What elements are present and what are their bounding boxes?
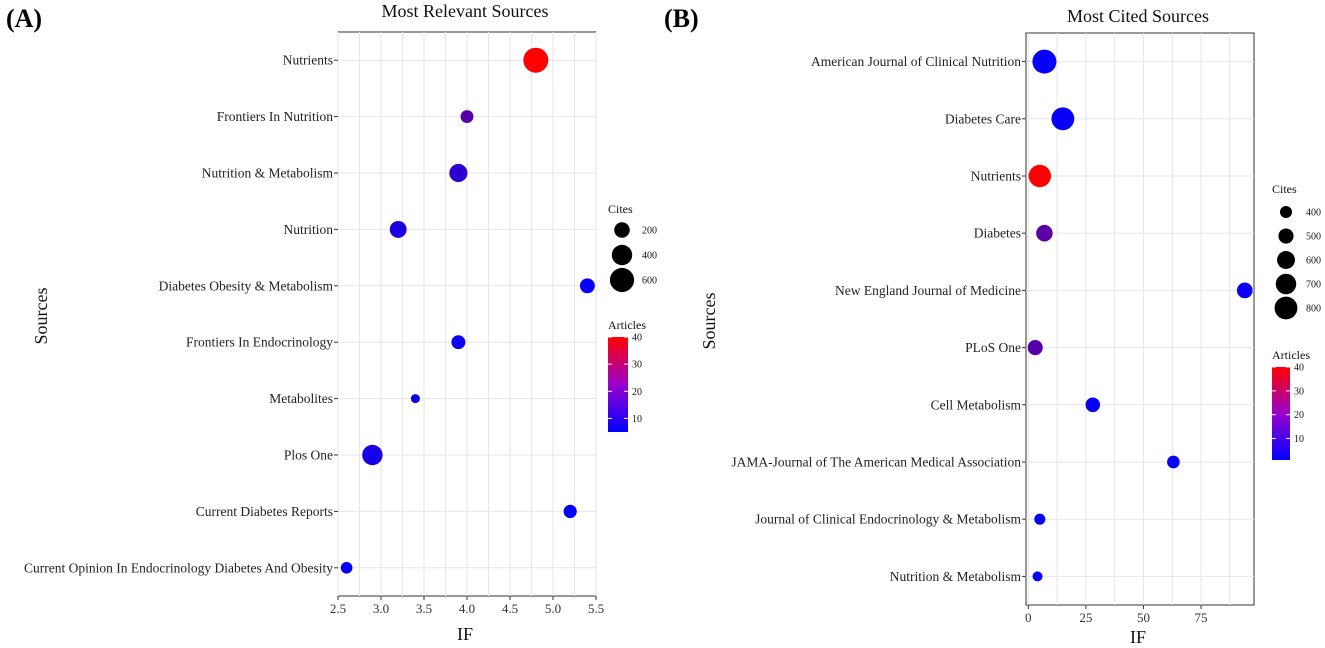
color-bar (608, 337, 628, 432)
data-point (1032, 49, 1057, 74)
category-label: Metabolites (269, 391, 333, 406)
size-legend-circle (1277, 251, 1295, 269)
data-point (362, 444, 383, 466)
size-legend-label: 500 (1306, 232, 1321, 243)
data-point (579, 278, 595, 294)
chart-title-b: Most Cited Sources (1067, 6, 1209, 26)
data-point (1028, 164, 1052, 188)
x-tick-label: 2.5 (330, 601, 346, 616)
category-label: Frontiers In Endocrinology (186, 335, 333, 350)
panel-label-a: (A) (6, 4, 42, 33)
data-point (410, 394, 420, 404)
data-point (1167, 455, 1180, 469)
x-tick-label: 4.0 (459, 601, 475, 616)
y-axis-title-a: Sources (31, 288, 51, 345)
y-axis-title-b: Sources (699, 293, 719, 350)
color-bar-label: 30 (1294, 386, 1304, 397)
size-legend-circle (1274, 296, 1298, 320)
size-legend-circle (1278, 228, 1294, 244)
data-point (563, 504, 577, 519)
size-legend-title-b: Cites (1272, 182, 1297, 196)
color-legend-title-b: Articles (1272, 348, 1310, 362)
category-label: Journal of Clinical Endocrinology & Meta… (755, 512, 1021, 527)
data-point (389, 220, 407, 238)
x-tick-label: 5.5 (588, 601, 604, 616)
size-legend-label: 400 (642, 251, 657, 262)
color-bar-label: 40 (1294, 363, 1304, 374)
size-legend-title-a: Cites (608, 202, 633, 216)
color-bar-label: 20 (632, 387, 642, 398)
color-bar-label: 10 (632, 414, 642, 425)
category-label: American Journal of Clinical Nutrition (811, 54, 1021, 69)
color-bar-label: 40 (632, 333, 642, 344)
category-label: Diabetes (974, 226, 1021, 241)
data-point (340, 561, 353, 574)
size-legend-label: 800 (1306, 304, 1321, 315)
data-point (449, 163, 468, 183)
size-legend-circle (611, 244, 633, 266)
size-legend-label: 200 (642, 226, 657, 237)
panel-b: (B) Most Cited Sources IF Sources Cites … (664, 4, 1321, 647)
category-label: Plos One (284, 448, 333, 463)
category-label: Current Diabetes Reports (196, 504, 333, 519)
category-label: Diabetes Care (945, 111, 1021, 126)
x-tick-label: 4.5 (502, 601, 518, 616)
x-tick-label: 75 (1195, 610, 1208, 625)
category-label: PLoS One (965, 340, 1021, 355)
data-point (1085, 397, 1101, 413)
data-point (1236, 282, 1253, 299)
size-legend-label: 400 (1306, 208, 1321, 219)
size-legend-circle (1275, 273, 1297, 295)
size-legend-label: 700 (1306, 280, 1321, 291)
color-bar-label: 10 (1294, 434, 1304, 445)
data-point (1051, 107, 1075, 131)
category-label: Nutrition & Metabolism (890, 569, 1022, 584)
data-point (451, 335, 466, 350)
category-label: Frontiers In Nutrition (217, 109, 333, 124)
panel-a: (A) Most Relevant Sources IF Sources Cit… (6, 1, 657, 644)
x-tick-label: 3.0 (373, 601, 389, 616)
x-tick-label: 50 (1137, 610, 1150, 625)
size-legend-circle (614, 222, 630, 238)
category-label: Nutrients (971, 169, 1021, 184)
category-label: Current Opinion In Endocrinology Diabete… (24, 560, 333, 575)
category-label: Nutrition (284, 222, 334, 237)
category-label: Cell Metabolism (931, 397, 1022, 412)
category-label: JAMA-Journal of The American Medical Ass… (731, 455, 1021, 470)
x-axis-title-a: IF (457, 624, 473, 644)
category-label: Nutrition & Metabolism (202, 166, 334, 181)
data-point (1034, 513, 1046, 525)
size-legend-label: 600 (1306, 256, 1321, 267)
data-point (1027, 340, 1043, 356)
x-tick-label: 0 (1025, 610, 1032, 625)
data-point (523, 47, 549, 73)
x-tick-label: 25 (1079, 610, 1092, 625)
data-point (1036, 224, 1053, 242)
x-axis-title-b: IF (1130, 627, 1146, 647)
category-label: New England Journal of Medicine (835, 283, 1021, 298)
data-point (460, 110, 474, 124)
size-legend-circle (609, 267, 635, 293)
category-label: Diabetes Obesity & Metabolism (159, 278, 334, 293)
x-tick-label: 5.0 (545, 601, 561, 616)
size-legend-label: 600 (642, 276, 657, 287)
chart-title-a: Most Relevant Sources (382, 1, 549, 21)
x-tick-label: 3.5 (416, 601, 432, 616)
size-legend-circle (1279, 205, 1293, 219)
data-point (1032, 571, 1043, 582)
panel-label-b: (B) (664, 4, 699, 33)
color-legend-title-a: Articles (608, 318, 646, 332)
color-bar-label: 20 (1294, 410, 1304, 421)
color-bar-label: 30 (632, 360, 642, 371)
category-label: Nutrients (283, 53, 333, 68)
color-bar (1272, 367, 1290, 460)
